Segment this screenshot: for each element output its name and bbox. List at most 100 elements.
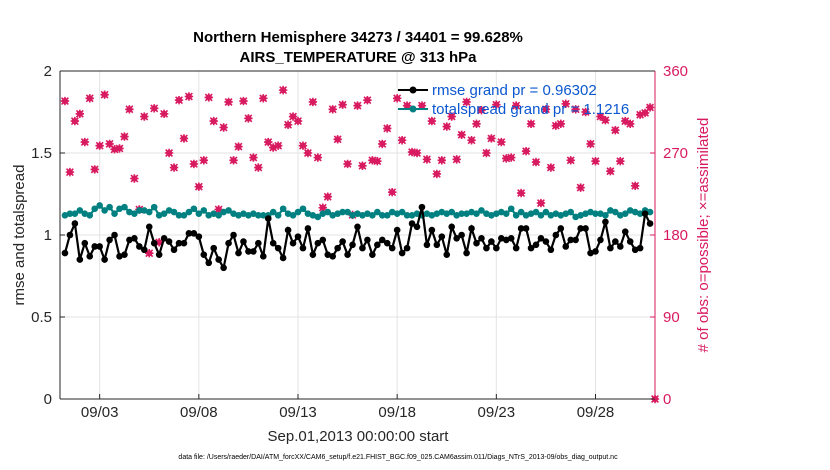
totalspread-point [612,208,619,216]
obs-assimilated-point [254,163,263,172]
totalspread-point [458,210,465,217]
totalspread-point [497,208,505,216]
totalspread-point [165,207,173,214]
obs-assimilated-point [452,155,461,164]
totalspread-point [349,212,356,219]
totalspread-point [329,212,337,219]
totalspread-point [210,210,218,217]
rmse-point [428,226,436,234]
obs-assimilated-point [234,142,243,151]
rmse-point [180,239,188,247]
rmse-point [473,239,480,247]
obs-assimilated-point [521,146,531,156]
obs-assimilated-point [601,116,610,125]
y-tick-label: 2 [44,63,52,80]
totalspread-point [522,212,530,219]
obs-assimilated-point [437,156,446,165]
totalspread-point [463,210,470,217]
totalspread-point [364,210,371,217]
totalspread-point [225,207,232,214]
totalspread-point [190,205,198,213]
totalspread-point [344,208,351,216]
totalspread-point [562,210,570,217]
rmse-point [349,241,356,249]
obs-assimilated-point [105,139,114,149]
rmse-point [255,239,262,247]
obs-assimilated-point [353,101,362,110]
totalspread-point [478,207,485,214]
rmse-point [339,238,346,245]
rmse-point [592,248,599,255]
rmse-point [319,236,327,244]
obs-assimilated-point [239,96,248,106]
obs-assimilated-point [204,93,213,102]
y-tick-label: 0 [44,391,52,408]
y-tick-label: 1 [44,227,52,244]
totalspread-point [428,212,436,219]
chart-subtitle: AIRS_TEMPERATURE @ 313 hPa [240,49,478,66]
obs-assimilated-point [269,143,278,152]
rmse-point [264,215,272,222]
totalspread-point [304,210,312,217]
rmse-point [537,234,545,242]
totalspread-point [175,212,183,219]
totalspread-point [284,210,292,217]
obs-assimilated-point [373,157,382,166]
rmse-point [497,234,505,242]
obs-assimilated-point [90,165,99,174]
rmse-point [458,231,465,239]
obs-assimilated-point [229,156,238,165]
footnote: data file: /Users/raeder/DAI/ATM_forcXX/… [178,454,618,461]
y2-tick-label: 90 [663,309,680,326]
totalspread-point [150,203,158,211]
rmse-point [304,225,312,232]
rmse-point [225,239,232,247]
totalspread-point [185,208,193,216]
obs-assimilated-point [645,103,655,112]
obs-assimilated-point [388,187,397,197]
x-tick-label: 09/13 [279,404,317,421]
totalspread-point [374,208,381,216]
totalspread-point [403,212,411,219]
totalspread-point [483,210,490,217]
rmse-point [616,243,624,250]
totalspread-point [359,212,366,219]
obs-assimilated-point [293,116,303,126]
totalspread-point [91,205,99,213]
obs-assimilated-point [492,100,501,109]
obs-assimilated-point [264,137,273,147]
rmse-point [354,223,361,231]
totalspread-point [388,208,396,216]
obs-assimilated-point [164,148,174,158]
obs-assimilated-point [313,153,323,162]
rmse-point [468,225,475,232]
obs-assimilated-point [526,119,536,129]
obs-assimilated-point [318,203,327,212]
rmse-point [413,223,421,231]
rmse-point [121,251,128,258]
obs-assimilated-point [150,104,159,113]
obs-assimilated-point [140,112,149,121]
rmse-point [185,230,193,237]
obs-assimilated-point [189,159,199,169]
totalspread-point [160,210,168,217]
totalspread-point [408,212,416,219]
obs-assimilated-point [477,105,486,115]
obs-assimilated-point [328,105,337,114]
obs-assimilated-point [65,167,75,177]
totalspread-point [413,210,421,217]
obs-assimilated-point [596,112,605,121]
obs-assimilated-point [561,99,570,108]
legend-spread-marker [409,105,417,113]
obs-assimilated-point [397,136,407,145]
obs-assimilated-point [591,157,600,166]
obs-assimilated-point [368,156,377,165]
obs-assimilated-point [125,105,134,114]
rmse-point [374,241,381,249]
rmse-point [438,233,446,240]
obs-assimilated-point [487,134,496,143]
rmse-point [294,233,302,240]
obs-assimilated-point [502,154,511,163]
rmse-point [398,249,406,257]
